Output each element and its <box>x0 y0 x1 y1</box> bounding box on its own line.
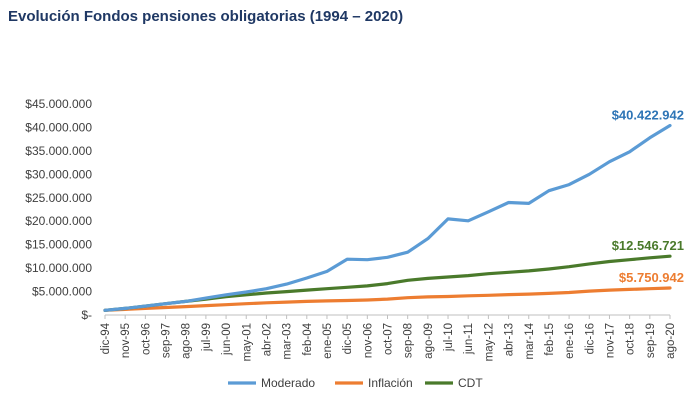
x-tick-label: ago-98 <box>181 323 193 359</box>
y-tick-label: $20.000.000 <box>25 214 92 228</box>
x-tick-label: dic-94 <box>100 322 112 354</box>
x-tick-label: sep-97 <box>161 323 173 358</box>
x-tick-label: dic-16 <box>584 323 596 354</box>
series-line-moderado <box>103 123 672 312</box>
x-tick-label: may-12 <box>483 323 495 361</box>
y-tick-label: $45.000.000 <box>25 97 92 111</box>
legend: Moderado Inflación CDT <box>228 376 483 390</box>
x-tick-label: jun-00 <box>221 323 233 356</box>
x-tick-label: ene-16 <box>564 323 576 359</box>
x-tick-label: jul-99 <box>201 323 213 352</box>
x-tick-label: oct-96 <box>140 323 152 355</box>
x-tick-label: sep-08 <box>403 323 415 358</box>
end-labels: $40.422.942 $5.750.942 $12.546.721 <box>612 107 684 285</box>
x-tick-label: nov-95 <box>120 323 132 358</box>
end-label-cdt: $12.546.721 <box>612 238 684 253</box>
x-axis: dic-94 nov-95 oct-96 sep-97 ago-98 jul-99 jun-… <box>100 314 677 361</box>
x-tick-label: ene-05 <box>322 323 334 359</box>
x-tick-label: feb-04 <box>302 322 314 355</box>
x-tick-label: jul-10 <box>443 323 455 352</box>
x-tick-label: jun-11 <box>463 323 475 355</box>
legend-label: Moderado <box>261 376 315 390</box>
y-axis: $- $5.000.000 $10.000.000 $15.000.000 $20.00… <box>25 97 92 322</box>
x-tick-label: ago-09 <box>423 323 435 359</box>
x-tick-label: mar-03 <box>282 323 294 359</box>
x-tick-label: sep-19 <box>645 323 657 358</box>
x-tick-label: abr-02 <box>261 323 273 356</box>
legend-label: Inflación <box>368 376 413 390</box>
series-lines <box>103 123 672 312</box>
x-tick-label: abr-13 <box>504 323 516 356</box>
x-tick-label: ago-20 <box>665 323 677 359</box>
y-tick-label: $35.000.000 <box>25 144 92 158</box>
y-tick-label: $15.000.000 <box>25 238 92 252</box>
legend-label: CDT <box>458 376 483 390</box>
end-label-moderado: $40.422.942 <box>612 107 684 122</box>
x-tick-label: oct-07 <box>383 323 395 355</box>
y-tick-label: $25.000.000 <box>25 191 92 205</box>
page-title: Evolución Fondos pensiones obligatorias … <box>8 8 404 25</box>
x-tick-label: nov-17 <box>604 323 616 358</box>
y-tick-label: $10.000.000 <box>25 261 92 275</box>
series-line-inflacin <box>103 286 672 312</box>
x-tick-label: may-01 <box>241 323 253 361</box>
y-tick-label: $40.000.000 <box>25 120 92 134</box>
y-tick-label: $5.000.000 <box>32 285 92 299</box>
y-tick-label: $30.000.000 <box>25 167 92 181</box>
end-label-inflacin: $5.750.942 <box>619 270 684 285</box>
x-tick-label: feb-15 <box>544 323 556 356</box>
x-tick-label: mar-14 <box>524 322 536 359</box>
x-tick-label: dic-05 <box>342 323 354 354</box>
x-tick-label: nov-06 <box>362 323 374 358</box>
x-tick-label: oct-18 <box>625 323 637 355</box>
y-tick-label: $- <box>81 308 92 322</box>
